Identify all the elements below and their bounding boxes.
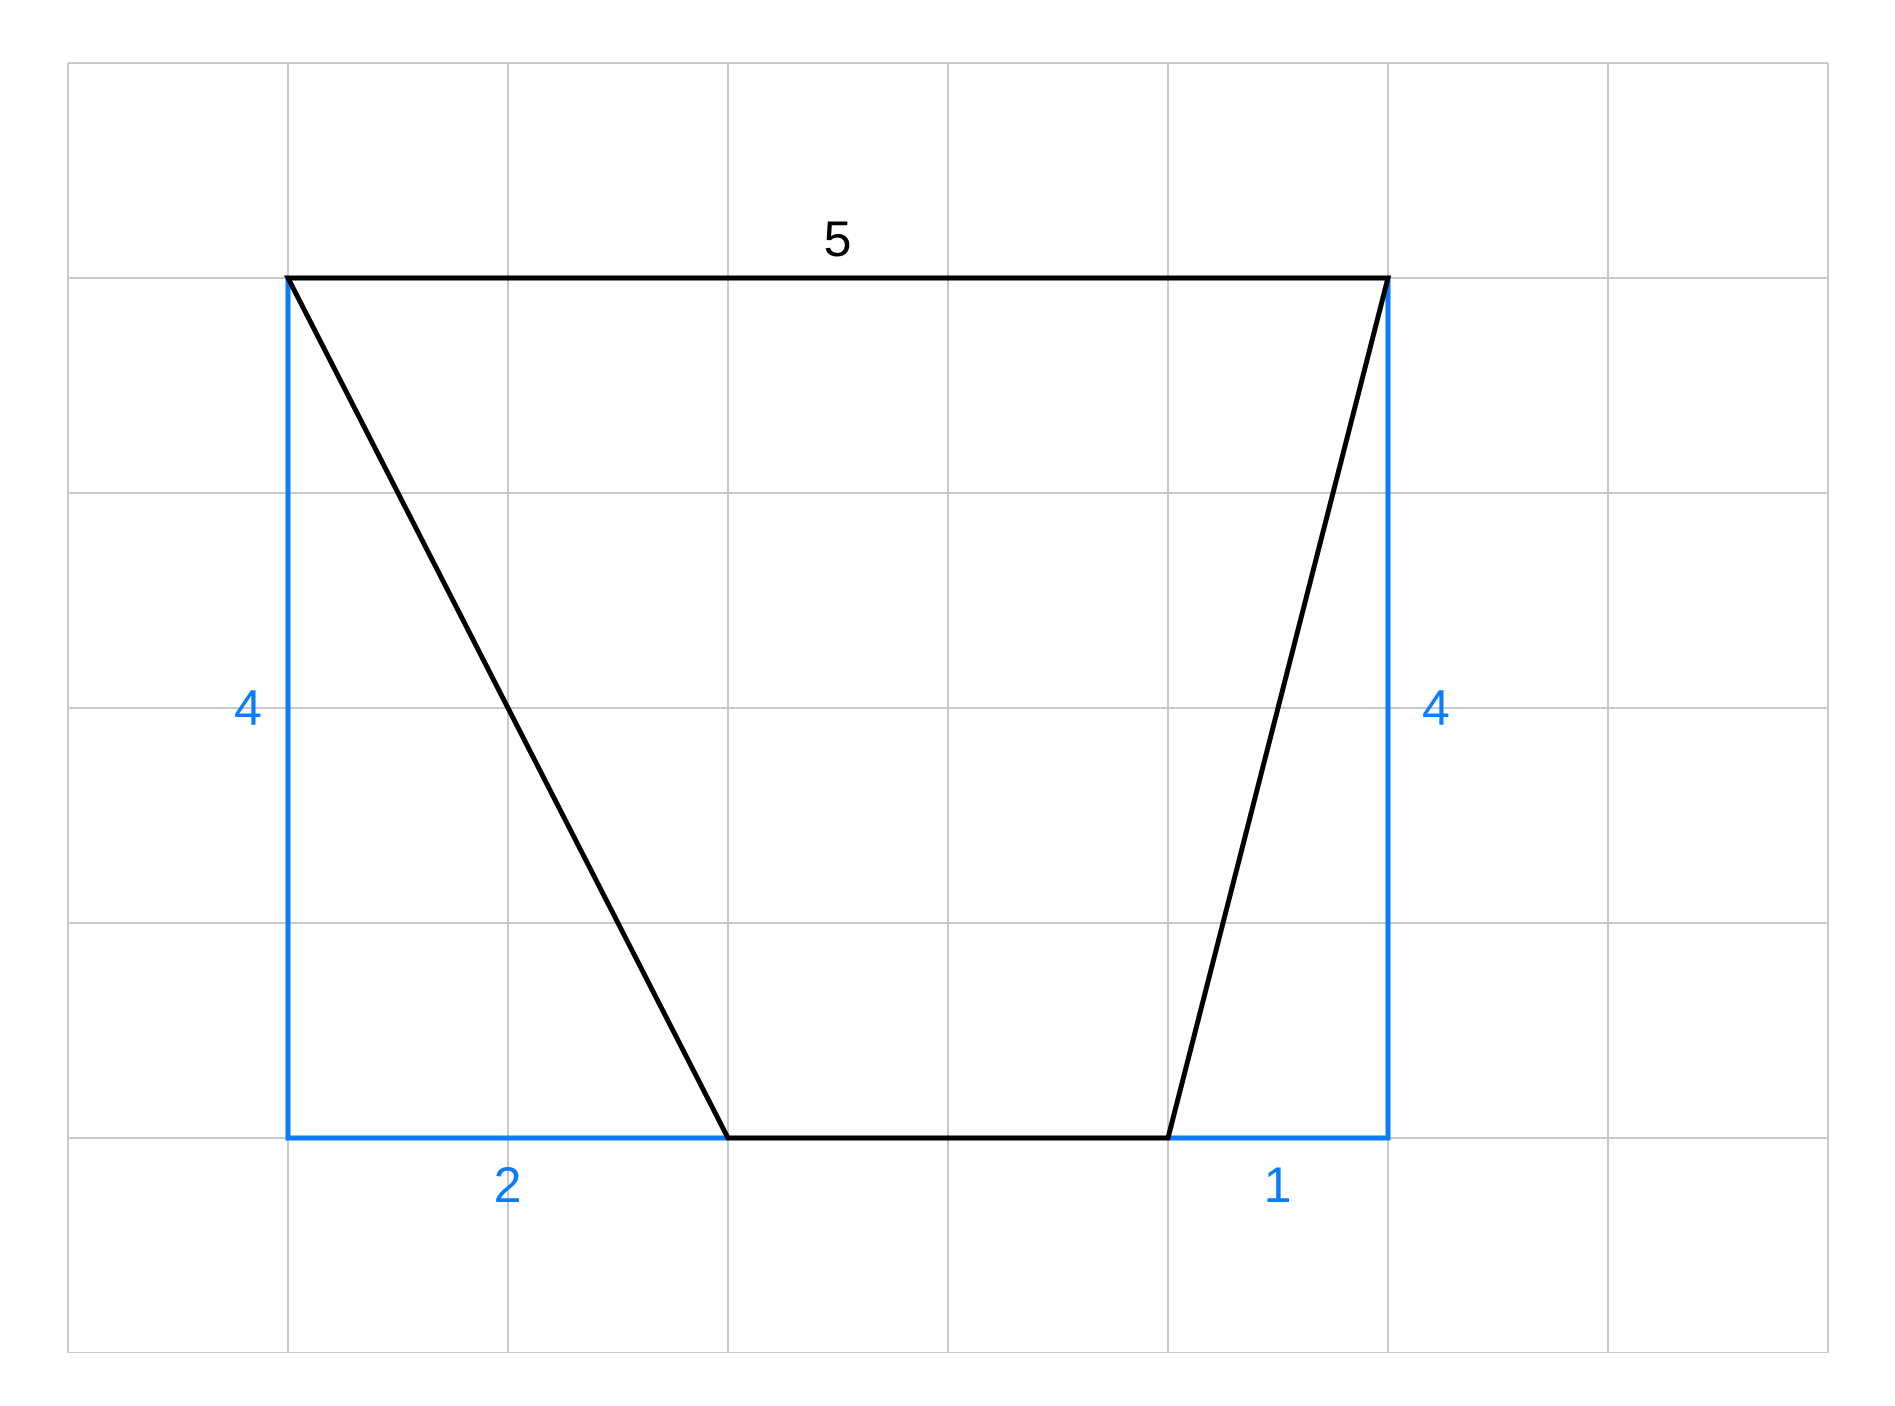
dimension-label-right: 4: [1422, 683, 1450, 733]
diagram-svg: [58, 53, 1838, 1353]
diagram-canvas: 5 4 4 2 1: [58, 53, 1838, 1353]
dimension-label-top: 5: [824, 214, 852, 264]
dimension-label-bottom_right: 1: [1264, 1160, 1292, 1210]
dimension-label-left: 4: [234, 683, 262, 733]
dimension-label-bottom_left: 2: [494, 1160, 522, 1210]
